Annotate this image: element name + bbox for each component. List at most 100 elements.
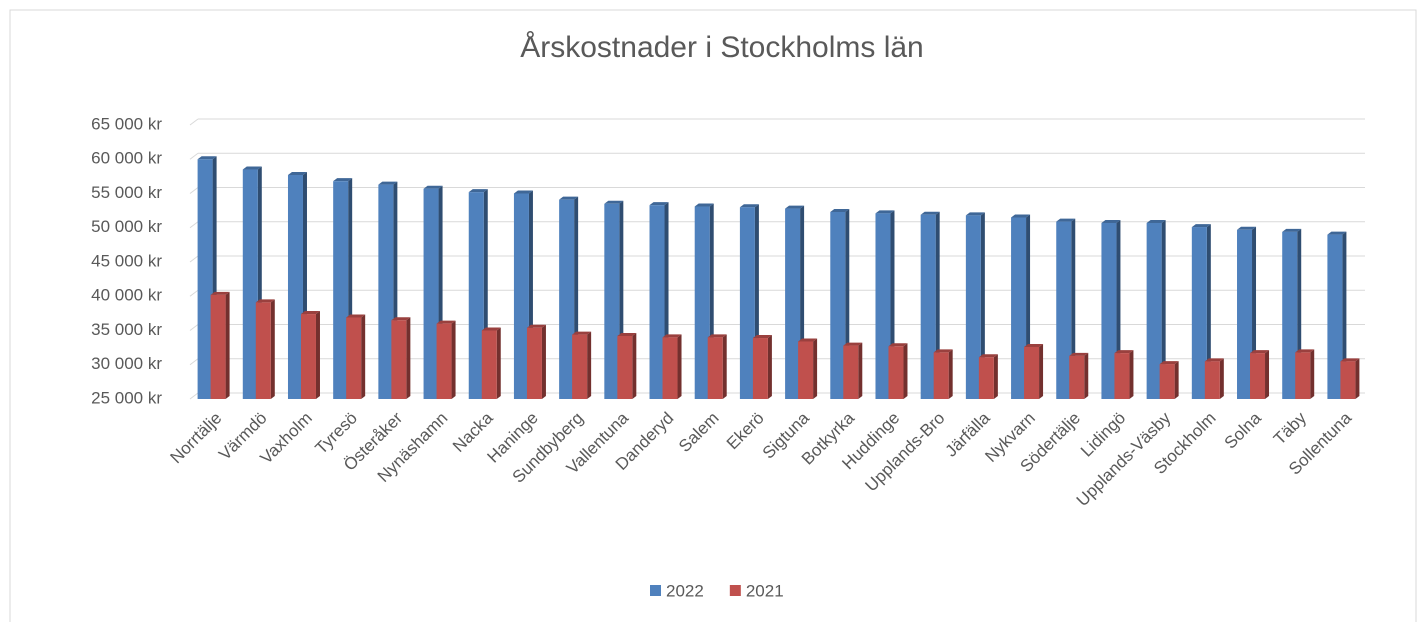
bar: [604, 203, 620, 399]
bar-side: [1084, 352, 1089, 399]
bar: [436, 323, 452, 399]
bar-top: [920, 211, 940, 215]
bar: [526, 327, 542, 399]
y-tick-label: 65 000 kr: [91, 114, 162, 133]
bar-top: [1282, 228, 1302, 232]
bar-side: [451, 320, 456, 399]
bar: [1011, 217, 1027, 399]
bar-top: [965, 212, 985, 216]
bar: [300, 314, 316, 399]
bar-side: [315, 311, 320, 399]
bar-top: [1114, 350, 1134, 354]
chart-title: Årskostnader i Stockholms län: [520, 31, 924, 64]
bar-top: [1327, 231, 1347, 235]
bar-top: [346, 314, 366, 318]
bar-top: [830, 208, 850, 212]
bar-top: [1295, 349, 1315, 353]
y-tick-label: 60 000 kr: [91, 149, 162, 168]
legend-label: 2021: [746, 581, 784, 600]
bar: [559, 199, 575, 399]
bar-top: [752, 335, 772, 339]
bar: [378, 184, 394, 399]
bar: [513, 193, 529, 399]
y-tick-label: 25 000 kr: [91, 388, 162, 407]
bar: [1056, 221, 1072, 399]
grid-depth: [189, 392, 199, 400]
bar-top: [649, 202, 669, 206]
bar-top: [210, 291, 230, 295]
grid-depth: [189, 152, 199, 160]
bar: [468, 192, 484, 399]
bar: [933, 352, 949, 399]
x-tick-label: Solna: [1221, 408, 1266, 453]
bar-top: [978, 354, 998, 358]
bar-top: [798, 338, 818, 342]
bar-top: [481, 327, 501, 331]
bar: [843, 345, 859, 399]
grid-depth: [189, 118, 199, 126]
bar-side: [1039, 343, 1044, 399]
bar-side: [1206, 224, 1211, 399]
bar-top: [1056, 218, 1076, 222]
bar-top: [1250, 350, 1270, 354]
bar: [978, 357, 994, 399]
bar-top: [739, 204, 759, 208]
bar: [707, 337, 723, 399]
y-tick-label: 30 000 kr: [91, 354, 162, 373]
bar: [1146, 222, 1162, 399]
bar: [1114, 353, 1130, 399]
bar-side: [1174, 361, 1179, 399]
bar: [739, 207, 755, 399]
bar: [1024, 346, 1040, 399]
bar: [1250, 353, 1266, 399]
bar: [830, 211, 846, 399]
bar-top: [843, 342, 863, 346]
bar: [481, 330, 497, 399]
bar-side: [1161, 219, 1166, 399]
bar-top: [1011, 214, 1031, 218]
bar-side: [225, 291, 230, 399]
bar-side: [1342, 231, 1347, 399]
bar-top: [875, 210, 895, 214]
bar-side: [722, 334, 727, 399]
bar-top: [333, 178, 353, 182]
bar: [694, 206, 710, 399]
bar: [572, 334, 588, 399]
bar: [1237, 229, 1253, 399]
bar: [1191, 227, 1207, 399]
bar-side: [406, 317, 411, 399]
bar-top: [1069, 352, 1089, 356]
bar: [1340, 361, 1356, 399]
bar: [752, 338, 768, 399]
bar-side: [1219, 358, 1224, 399]
bar-top: [468, 189, 488, 193]
bar: [197, 159, 213, 399]
x-tick-label: Upplands-Bro: [862, 408, 949, 495]
x-tick-label: Salem: [675, 408, 723, 456]
bar-side: [858, 342, 863, 399]
chart-frame: [9, 9, 1417, 627]
bar: [1204, 361, 1220, 399]
bar: [242, 169, 258, 399]
bar-top: [391, 317, 411, 321]
bar: [888, 346, 904, 399]
bar-top: [1101, 219, 1121, 223]
bar-side: [767, 335, 772, 399]
legend-label: 2022: [666, 581, 704, 600]
bar: [1327, 234, 1343, 399]
bar-top: [423, 185, 443, 189]
bar-side: [632, 332, 637, 399]
bar-top: [1204, 358, 1224, 362]
bar-top: [1191, 224, 1211, 228]
grid-depth: [189, 358, 199, 366]
bar-side: [1129, 350, 1134, 399]
bar: [1282, 231, 1298, 399]
bar-top: [694, 203, 714, 207]
y-tick-label: 55 000 kr: [91, 183, 162, 202]
bar: [1069, 355, 1085, 399]
bar-side: [1310, 349, 1315, 399]
bar-top: [785, 205, 805, 209]
y-tick-label: 40 000 kr: [91, 286, 162, 305]
bar: [423, 188, 439, 399]
